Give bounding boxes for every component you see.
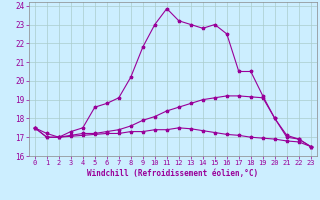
X-axis label: Windchill (Refroidissement éolien,°C): Windchill (Refroidissement éolien,°C) bbox=[87, 169, 258, 178]
